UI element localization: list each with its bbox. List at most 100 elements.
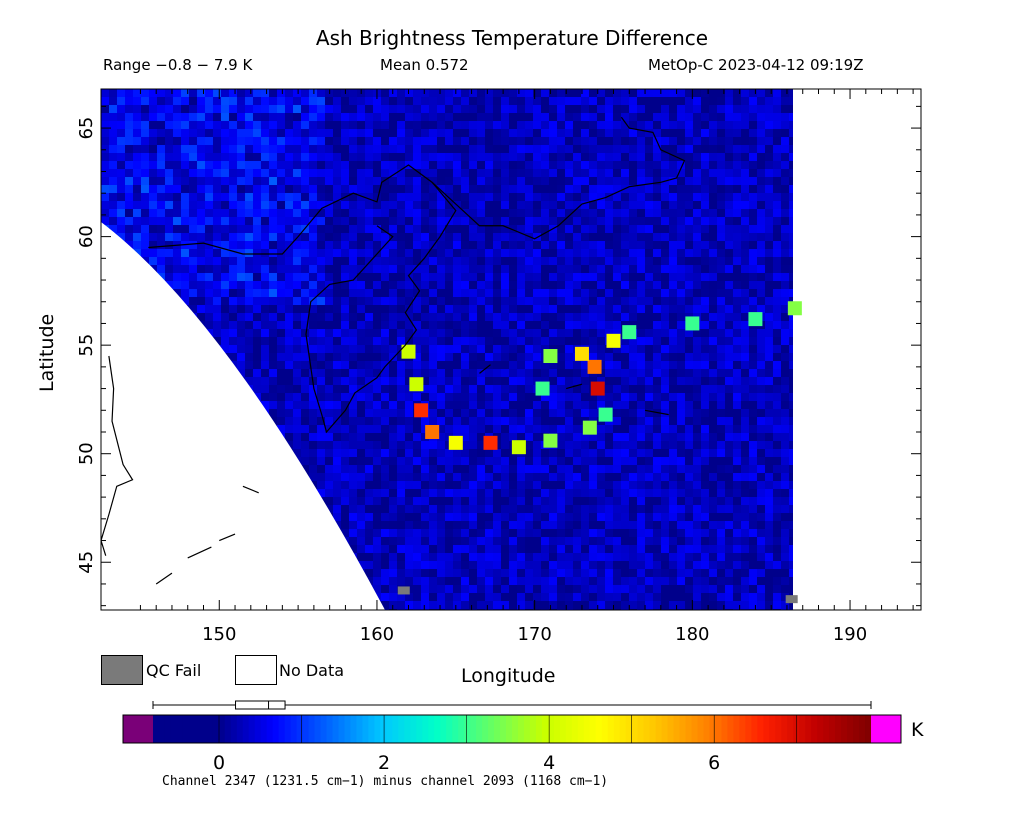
swath-cell <box>677 545 686 554</box>
swath-cell <box>485 169 494 178</box>
swath-cell <box>741 529 750 538</box>
swath-cell <box>437 161 446 170</box>
swath-cell <box>261 297 270 306</box>
swath-cell <box>501 377 510 386</box>
swath-cell <box>733 529 742 538</box>
swath-cell <box>581 473 590 482</box>
swath-cell <box>389 313 398 322</box>
swath-cell <box>685 545 694 554</box>
swath-cell <box>437 105 446 114</box>
swath-cell <box>749 569 758 578</box>
swath-cell <box>125 153 134 162</box>
swath-cell <box>365 401 374 410</box>
swath-cell <box>693 121 702 130</box>
swath-cell <box>413 593 422 602</box>
swath-cell <box>397 201 406 210</box>
swath-cell <box>349 201 358 210</box>
swath-cell <box>549 185 558 194</box>
swath-cell <box>717 377 726 386</box>
swath-cell <box>709 521 718 530</box>
swath-cell <box>757 105 766 114</box>
swath-cell <box>629 393 638 402</box>
swath-cell <box>581 137 590 146</box>
swath-cell <box>549 297 558 306</box>
swath-cell <box>485 209 494 218</box>
swath-cell <box>461 593 470 602</box>
swath-cell <box>397 297 406 306</box>
swath-cell <box>453 457 462 466</box>
swath-cell <box>317 185 326 194</box>
swath-cell <box>517 417 526 426</box>
swath-cell <box>613 121 622 130</box>
swath-cell <box>701 249 710 258</box>
swath-cell <box>701 305 710 314</box>
swath-cell <box>469 121 478 130</box>
swath-cell <box>365 569 374 578</box>
swath-cell <box>693 433 702 442</box>
swath-cell <box>349 209 358 218</box>
swath-cell <box>685 121 694 130</box>
swath-cell <box>589 345 598 354</box>
swath-cell <box>565 289 574 298</box>
swath-cell <box>309 289 318 298</box>
swath-cell <box>421 193 430 202</box>
swath-cell <box>229 289 238 298</box>
swath-cell <box>317 313 326 322</box>
swath-cell <box>157 89 166 98</box>
swath-cell <box>357 305 366 314</box>
swath-cell <box>749 353 758 362</box>
swath-cell <box>541 89 550 98</box>
swath-cell <box>661 257 670 266</box>
swath-cell <box>453 145 462 154</box>
swath-cell <box>277 257 286 266</box>
swath-cell <box>525 201 534 210</box>
swath-cell <box>261 129 270 138</box>
swath-cell <box>293 313 302 322</box>
swath-cell <box>765 369 774 378</box>
swath-cell <box>309 385 318 394</box>
swath-cell <box>717 145 726 154</box>
swath-cell <box>549 169 558 178</box>
swath-cell <box>525 161 534 170</box>
swath-cell <box>645 145 654 154</box>
swath-cell <box>341 353 350 362</box>
swath-cell <box>549 145 558 154</box>
swath-cell <box>477 457 486 466</box>
swath-cell <box>333 353 342 362</box>
swath-cell <box>437 545 446 554</box>
swath-cell <box>349 185 358 194</box>
swath-cell <box>445 105 454 114</box>
swath-cell <box>157 145 166 154</box>
swath-cell <box>621 185 630 194</box>
swath-cell <box>741 169 750 178</box>
swath-cell <box>717 297 726 306</box>
swath-cell <box>469 217 478 226</box>
swath-cell <box>405 209 414 218</box>
swath-cell <box>349 353 358 362</box>
swath-cell <box>237 105 246 114</box>
swath-cell <box>477 569 486 578</box>
swath-cell <box>237 329 246 338</box>
swath-cell <box>677 401 686 410</box>
swath-cell <box>669 465 678 474</box>
swath-cell <box>165 129 174 138</box>
swath-cell <box>525 273 534 282</box>
swath-cell <box>781 401 790 410</box>
swath-cell <box>357 241 366 250</box>
swath-cell <box>437 273 446 282</box>
swath-cell <box>285 425 294 434</box>
swath-cell <box>437 177 446 186</box>
swath-cell <box>285 89 294 98</box>
swath-cell <box>669 393 678 402</box>
swath-cell <box>213 241 222 250</box>
swath-cell <box>357 537 366 546</box>
swath-cell <box>285 321 294 330</box>
swath-cell <box>101 177 110 186</box>
swath-cell <box>405 153 414 162</box>
swath-cell <box>685 401 694 410</box>
swath-cell <box>581 185 590 194</box>
swath-cell <box>421 577 430 586</box>
swath-cell <box>765 345 774 354</box>
swath-cell <box>269 177 278 186</box>
swath-cell <box>709 369 718 378</box>
